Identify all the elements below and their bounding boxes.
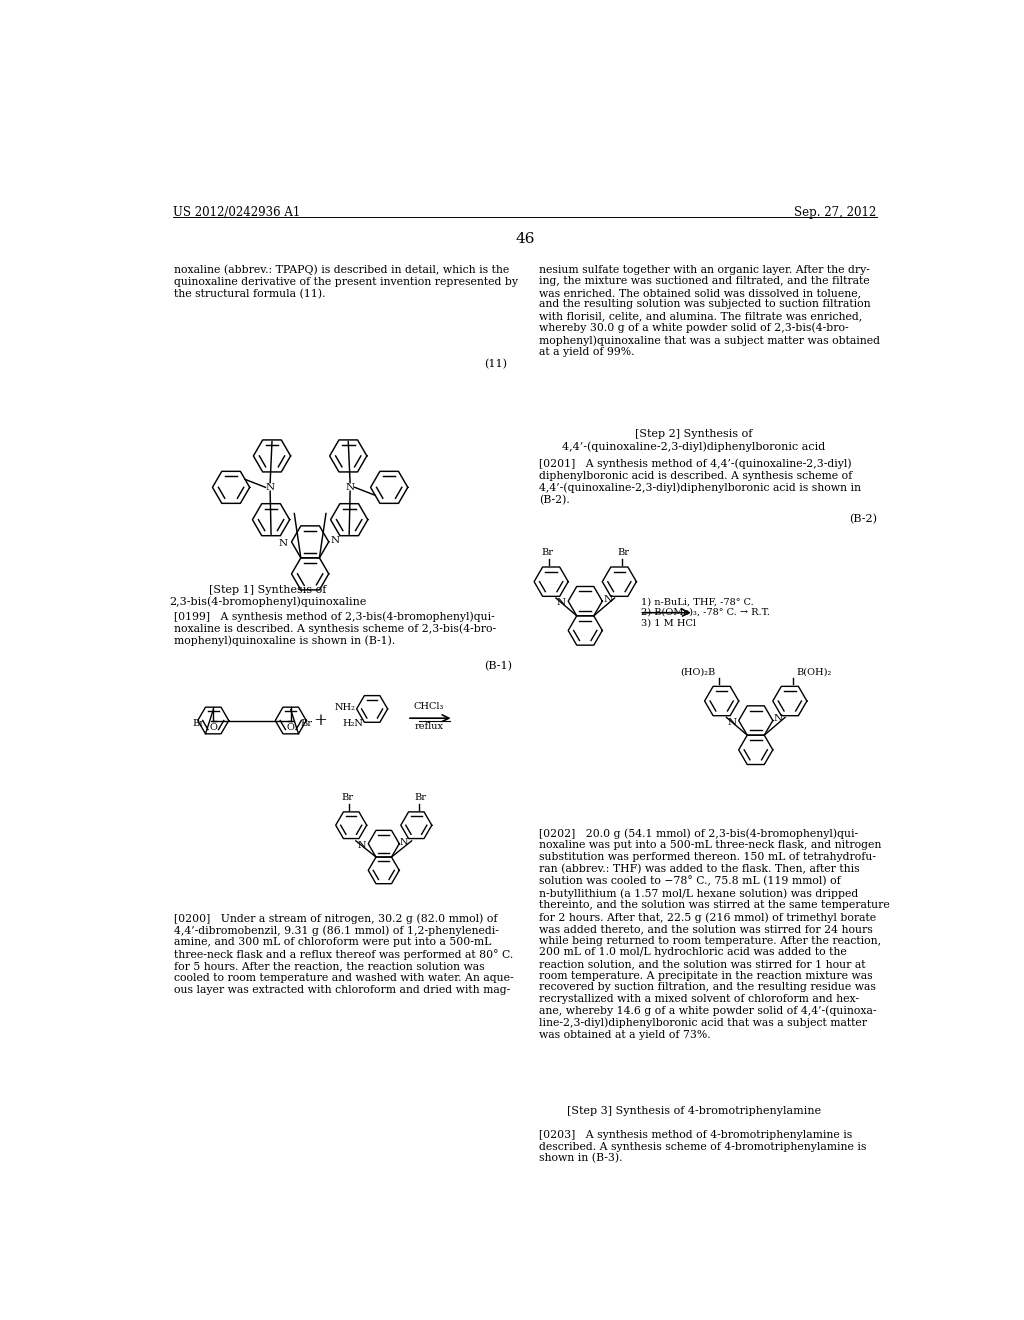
Text: N: N xyxy=(331,536,339,545)
Text: reflux: reflux xyxy=(414,722,443,731)
Text: [0203]   A synthesis method of 4-bromotriphenylamine is
described. A synthesis s: [0203] A synthesis method of 4-bromotrip… xyxy=(539,1130,866,1164)
Text: CHCl₃: CHCl₃ xyxy=(414,702,443,711)
Text: Br: Br xyxy=(414,793,426,803)
Text: 1) n-BuLi, THF, -78° C.
2) B(OMe)₃, -78° C. → R.T.
3) 1 M HCl: 1) n-BuLi, THF, -78° C. 2) B(OMe)₃, -78°… xyxy=(641,597,770,627)
Text: (B-2): (B-2) xyxy=(849,515,877,524)
Text: N: N xyxy=(357,841,366,850)
Text: (HO)₂B: (HO)₂B xyxy=(680,668,716,676)
Text: [0200]   Under a stream of nitrogen, 30.2 g (82.0 mmol) of
4,4’-dibromobenzil, 9: [0200] Under a stream of nitrogen, 30.2 … xyxy=(174,913,514,995)
Text: [0201]   A synthesis method of 4,4’-(quinoxaline-2,3-diyl)
diphenylboronic acid : [0201] A synthesis method of 4,4’-(quino… xyxy=(539,459,861,506)
Text: Br: Br xyxy=(191,718,204,727)
Text: [Step 2] Synthesis of
4,4’-(quinoxaline-2,3-diyl)diphenylboronic acid: [Step 2] Synthesis of 4,4’-(quinoxaline-… xyxy=(562,429,825,451)
Text: nesium sulfate together with an organic layer. After the dry-
ing, the mixture w: nesium sulfate together with an organic … xyxy=(539,264,880,358)
Text: N: N xyxy=(557,598,566,607)
Text: (B-1): (B-1) xyxy=(484,660,512,671)
Text: Br: Br xyxy=(300,718,312,727)
Text: 46: 46 xyxy=(515,231,535,246)
Text: O: O xyxy=(209,722,217,731)
Text: H₂N: H₂N xyxy=(342,719,362,729)
Text: US 2012/0242936 A1: US 2012/0242936 A1 xyxy=(173,206,300,219)
Text: O: O xyxy=(287,722,295,731)
Text: N: N xyxy=(773,714,782,723)
Text: Sep. 27, 2012: Sep. 27, 2012 xyxy=(795,206,877,219)
Text: Br: Br xyxy=(617,548,629,557)
Text: NH₂: NH₂ xyxy=(334,704,355,711)
Text: (11): (11) xyxy=(484,359,508,368)
Text: [Step 3] Synthesis of 4-bromotriphenylamine: [Step 3] Synthesis of 4-bromotriphenylam… xyxy=(566,1106,821,1115)
Text: [0202]   20.0 g (54.1 mmol) of 2,3-bis(4-bromophenyl)qui-
noxaline was put into : [0202] 20.0 g (54.1 mmol) of 2,3-bis(4-b… xyxy=(539,829,890,1040)
Text: B(OH)₂: B(OH)₂ xyxy=(796,668,831,676)
Text: Br: Br xyxy=(341,793,353,803)
Text: N: N xyxy=(265,483,274,492)
Text: Br: Br xyxy=(542,548,553,557)
Text: noxaline (abbrev.: TPAPQ) is described in detail, which is the
quinoxaline deriv: noxaline (abbrev.: TPAPQ) is described i… xyxy=(174,264,518,298)
Text: [0199]   A synthesis method of 2,3-bis(4-bromophenyl)qui-
noxaline is described.: [0199] A synthesis method of 2,3-bis(4-b… xyxy=(174,611,497,647)
Text: N: N xyxy=(603,595,612,605)
Text: +: + xyxy=(313,711,327,729)
Text: N: N xyxy=(345,483,354,492)
Text: N: N xyxy=(727,718,736,726)
Text: N: N xyxy=(279,539,288,548)
Text: N: N xyxy=(400,838,409,846)
Text: [Step 1] Synthesis of
2,3-bis(4-bromophenyl)quinoxaline: [Step 1] Synthesis of 2,3-bis(4-bromophe… xyxy=(169,585,367,607)
